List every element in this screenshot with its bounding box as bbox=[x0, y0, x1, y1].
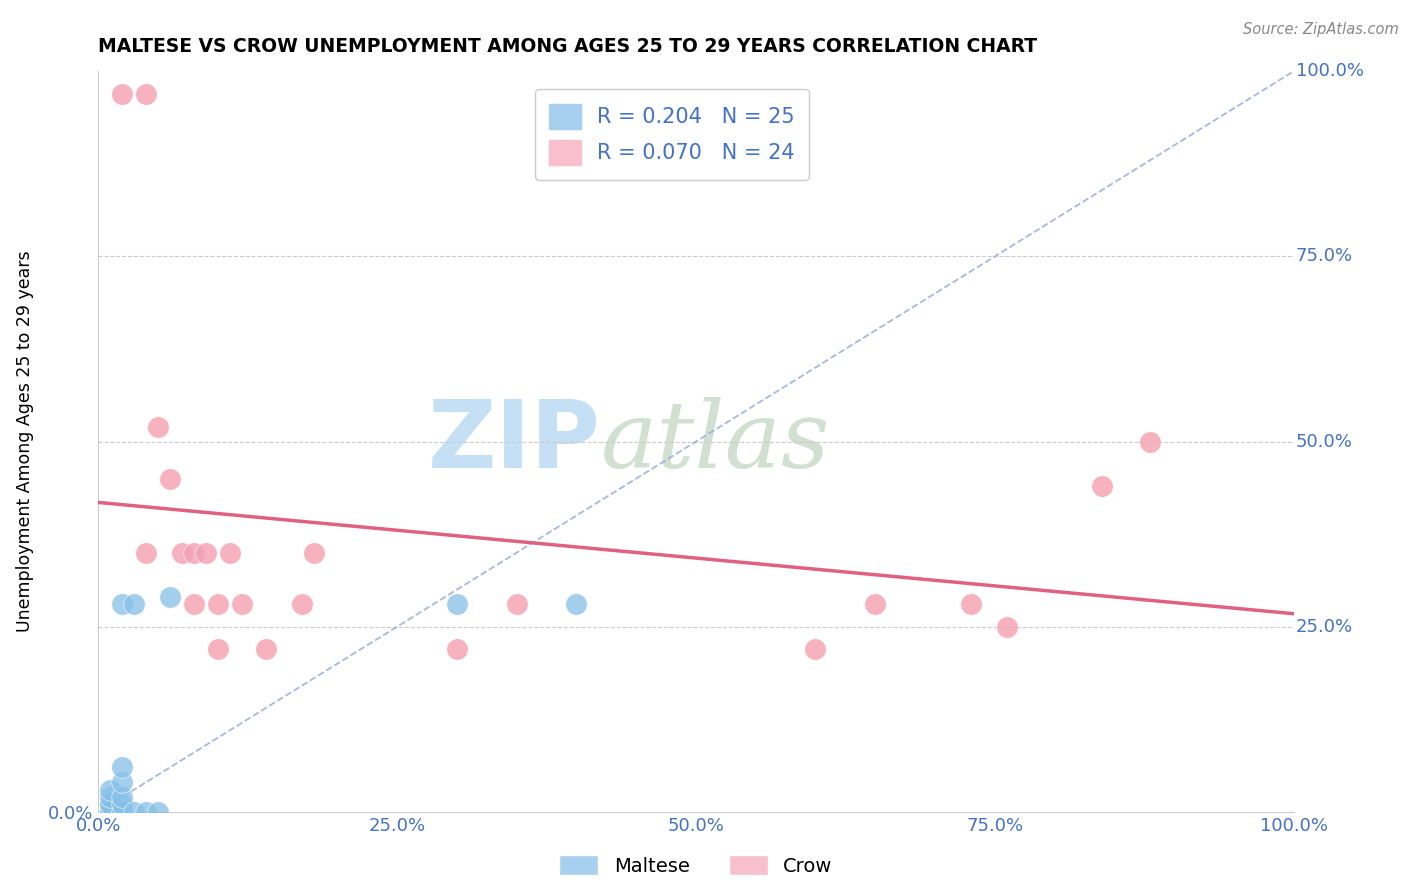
Point bbox=[183, 598, 205, 612]
Legend: Maltese, Crow: Maltese, Crow bbox=[551, 847, 841, 883]
Point bbox=[111, 775, 134, 789]
Point bbox=[565, 598, 588, 612]
Text: MALTESE VS CROW UNEMPLOYMENT AMONG AGES 25 TO 29 YEARS CORRELATION CHART: MALTESE VS CROW UNEMPLOYMENT AMONG AGES … bbox=[98, 37, 1038, 56]
Point bbox=[98, 805, 122, 819]
Point bbox=[111, 805, 134, 819]
Point bbox=[111, 87, 134, 101]
Point bbox=[302, 546, 325, 560]
Point bbox=[98, 805, 122, 819]
Point bbox=[959, 598, 981, 612]
Point bbox=[159, 590, 181, 604]
Text: 100.0%: 100.0% bbox=[1296, 62, 1364, 80]
Point bbox=[124, 598, 146, 612]
Text: atlas: atlas bbox=[600, 397, 830, 486]
Point bbox=[135, 546, 157, 560]
Point bbox=[135, 87, 157, 101]
Point bbox=[804, 641, 827, 656]
Point bbox=[231, 598, 253, 612]
Point bbox=[207, 598, 229, 612]
Text: ZIP: ZIP bbox=[427, 395, 600, 488]
Point bbox=[863, 598, 886, 612]
Text: 25.0%: 25.0% bbox=[1296, 617, 1353, 636]
Point bbox=[98, 805, 122, 819]
Point bbox=[159, 471, 181, 485]
Point bbox=[219, 546, 242, 560]
Point bbox=[98, 797, 122, 812]
Point bbox=[98, 805, 122, 819]
Point bbox=[98, 805, 122, 819]
Point bbox=[111, 598, 134, 612]
Point bbox=[98, 805, 122, 819]
Point bbox=[194, 546, 217, 560]
Point bbox=[254, 641, 277, 656]
Point bbox=[111, 760, 134, 774]
Point bbox=[98, 797, 122, 812]
Text: Source: ZipAtlas.com: Source: ZipAtlas.com bbox=[1243, 22, 1399, 37]
Point bbox=[446, 641, 468, 656]
Point bbox=[446, 598, 468, 612]
Text: 50.0%: 50.0% bbox=[1296, 433, 1353, 450]
Point bbox=[506, 598, 529, 612]
Text: 75.0%: 75.0% bbox=[1296, 247, 1353, 266]
Point bbox=[148, 805, 170, 819]
Point bbox=[111, 805, 134, 819]
Point bbox=[1139, 434, 1161, 449]
Point bbox=[135, 805, 157, 819]
Point bbox=[207, 641, 229, 656]
Point bbox=[1091, 479, 1114, 493]
Point bbox=[124, 805, 146, 819]
Point bbox=[183, 546, 205, 560]
Point bbox=[172, 546, 194, 560]
Point bbox=[111, 789, 134, 804]
Point bbox=[290, 598, 312, 612]
Point bbox=[148, 419, 170, 434]
Point bbox=[98, 789, 122, 804]
Y-axis label: Unemployment Among Ages 25 to 29 years: Unemployment Among Ages 25 to 29 years bbox=[17, 251, 34, 632]
Point bbox=[995, 619, 1018, 633]
Point bbox=[98, 805, 122, 819]
Point bbox=[111, 797, 134, 812]
Point bbox=[98, 782, 122, 797]
